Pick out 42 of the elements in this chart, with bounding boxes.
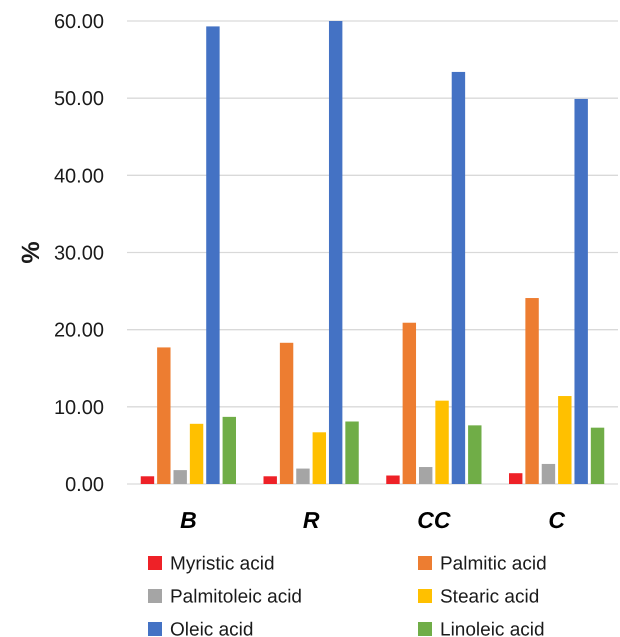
legend-label: Myristic acid: [170, 554, 275, 575]
y-tick-label: 20.00: [54, 320, 104, 342]
bar: [509, 473, 522, 484]
bar: [157, 347, 171, 484]
bar: [525, 298, 539, 484]
bar: [574, 98, 588, 484]
y-tick-label: 40.00: [54, 165, 104, 188]
bar: [222, 416, 236, 484]
bar: [590, 428, 604, 484]
y-tick-label: 60.00: [54, 11, 104, 33]
x-tick-label: C: [548, 507, 566, 533]
bar: [345, 421, 359, 484]
bar: [296, 468, 310, 484]
y-tick-label: 50.00: [54, 88, 104, 110]
x-tick-label: CC: [417, 507, 451, 533]
bar: [542, 464, 556, 484]
legend-label: Palmitic acid: [440, 554, 547, 575]
y-axis-title: %: [16, 241, 45, 264]
y-tick-label: 0.00: [65, 474, 104, 496]
bar: [312, 432, 326, 484]
x-tick-label: R: [302, 507, 320, 533]
bar: [173, 470, 187, 484]
legend-label: Linoleic acid: [440, 620, 545, 637]
bar: [452, 72, 466, 484]
bar: [280, 342, 294, 484]
bar: [190, 424, 204, 484]
bar: [418, 467, 432, 484]
y-tick-label: 30.00: [54, 242, 104, 264]
bar: [328, 21, 342, 484]
bar: [435, 400, 449, 484]
bar: [140, 476, 154, 484]
bar: [206, 26, 220, 484]
bar: [386, 476, 400, 484]
bar: [468, 425, 482, 484]
legend-label: Stearic acid: [440, 586, 540, 608]
bar: [402, 322, 416, 484]
y-tick-label: 10.00: [54, 396, 104, 419]
x-tick-label: B: [180, 507, 197, 533]
legend-label: Oleic acid: [170, 620, 254, 637]
bar: [264, 476, 277, 484]
bar: [558, 396, 572, 484]
legend-label: Palmitoleic acid: [170, 586, 302, 608]
